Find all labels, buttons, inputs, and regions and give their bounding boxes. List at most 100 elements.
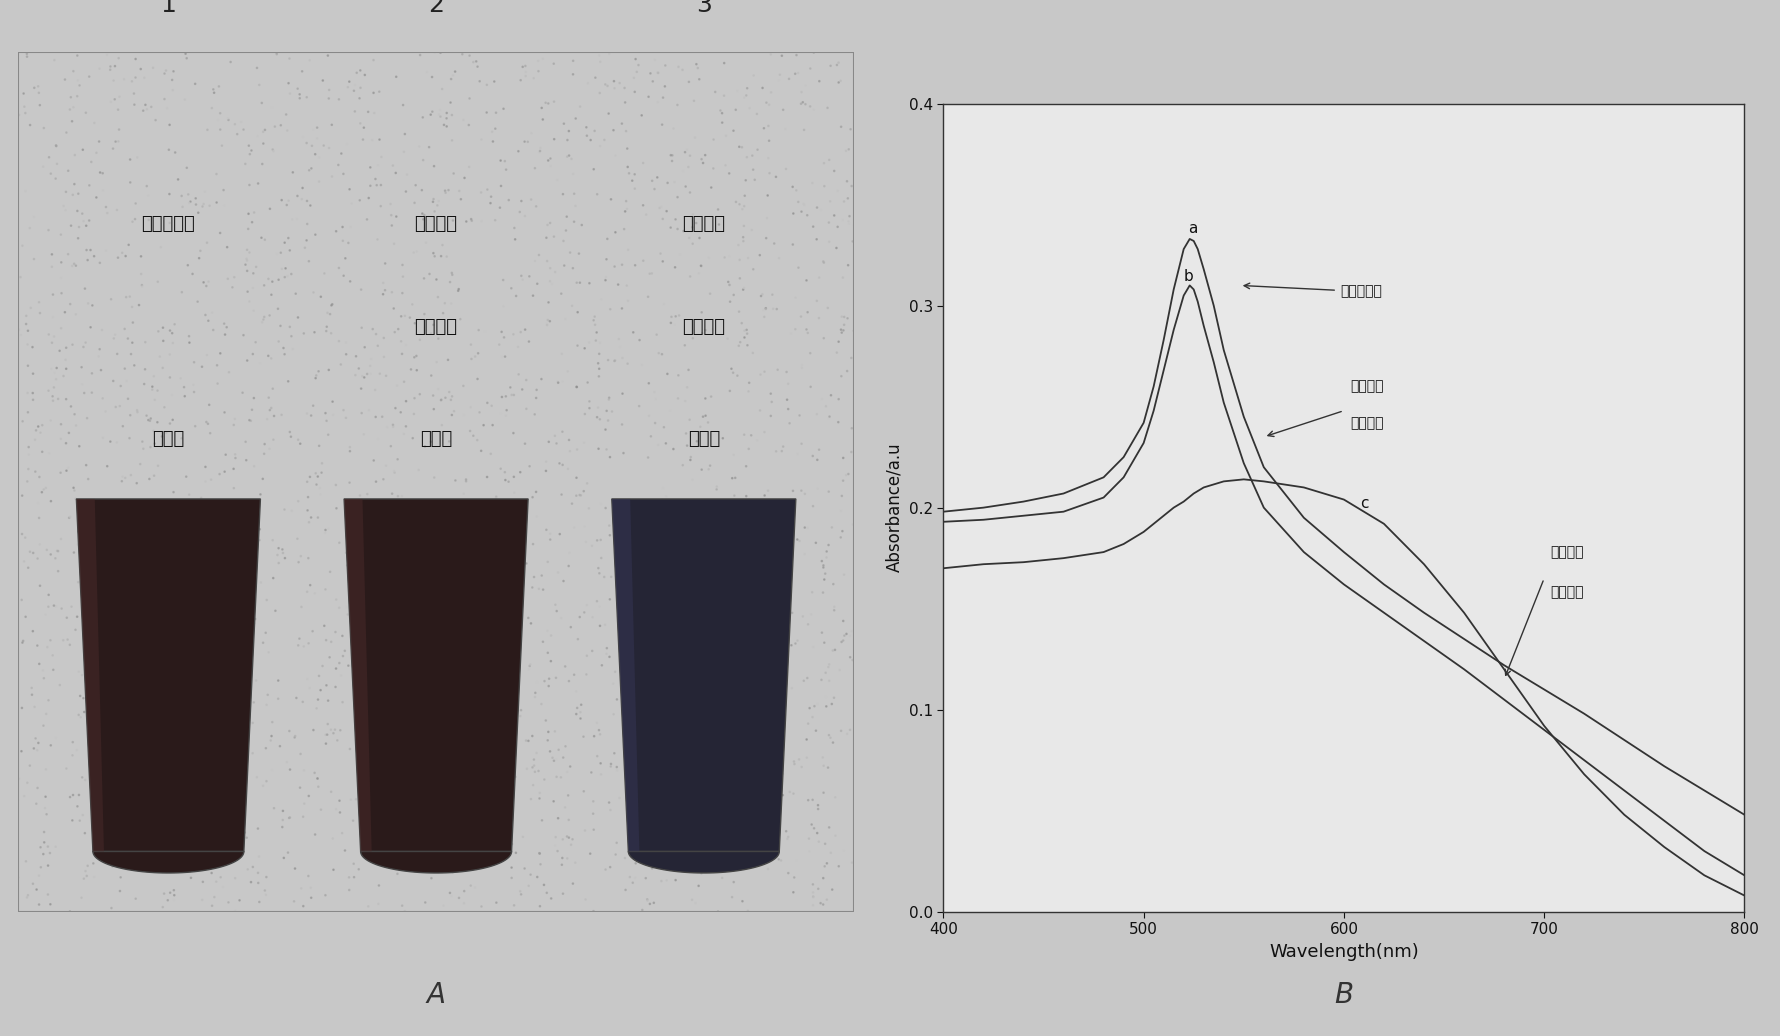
Text: 纳米金原液: 纳米金原液 [1244,283,1381,298]
Point [479,416,507,433]
Point [210,181,239,198]
Point [596,300,625,317]
Point [251,887,279,903]
Point [406,851,434,867]
Point [71,281,100,297]
Point [361,408,390,425]
Point [659,540,687,556]
Point [262,603,290,620]
Point [522,484,550,500]
Point [146,239,174,256]
Point [381,324,409,341]
Point [605,789,634,806]
Point [751,505,780,521]
Point [429,117,457,134]
Point [82,683,110,699]
Point [402,243,431,260]
Point [737,530,765,547]
Point [14,357,43,374]
Text: 紫蓝色: 紫蓝色 [687,430,719,448]
Point [246,848,274,865]
Point [395,852,424,868]
Point [150,586,178,603]
Point [333,599,361,615]
Point [710,769,739,785]
Point [682,572,710,588]
Point [609,385,637,402]
Point [751,672,780,689]
Point [639,567,668,583]
Point [23,882,52,898]
Point [390,373,418,390]
Point [692,711,721,727]
Point [41,550,69,567]
Point [550,573,578,589]
Point [529,111,557,127]
Point [271,269,299,286]
Point [762,557,790,574]
Point [253,411,281,428]
Point [324,156,352,173]
Point [55,510,84,526]
Point [769,102,797,118]
Point [73,252,101,268]
Point [281,729,310,746]
Point [710,55,739,71]
Point [173,160,201,176]
Point [155,185,183,202]
Point [810,557,838,574]
Point [96,433,125,450]
Point [764,556,792,573]
Point [94,747,123,764]
Point [64,523,93,540]
Point [418,194,447,210]
Point [71,105,100,121]
Point [591,422,619,438]
Point [593,231,621,248]
Point [507,193,536,209]
Point [121,841,150,858]
Point [635,407,664,424]
Point [128,277,157,293]
Point [840,322,869,339]
Point [52,202,80,219]
Point [263,300,292,317]
Point [833,190,862,206]
Point [68,512,96,528]
Point [602,846,630,863]
Point [737,651,765,667]
Point [781,47,810,63]
Point [778,680,806,696]
Point [141,776,169,793]
Point [114,688,142,704]
Point [616,771,644,787]
Point [226,780,255,797]
Point [810,858,838,874]
Point [77,493,105,510]
Point [634,892,662,909]
Point [372,546,400,563]
Point [548,424,577,440]
Point [635,833,664,850]
Point [388,268,417,285]
Point [295,680,324,696]
Point [409,270,438,287]
Point [520,69,548,86]
Point [441,807,470,824]
Point [50,368,78,384]
Text: 无大分子: 无大分子 [415,214,457,233]
Point [603,691,632,708]
Point [794,792,822,808]
Point [41,365,69,381]
Point [132,719,160,736]
Point [621,166,650,182]
Point [660,174,689,191]
Point [799,102,828,118]
Point [635,779,664,796]
Point [249,777,278,794]
Point [9,634,37,651]
Point [794,715,822,731]
Point [312,581,340,598]
Point [295,253,324,269]
Point [758,286,787,303]
